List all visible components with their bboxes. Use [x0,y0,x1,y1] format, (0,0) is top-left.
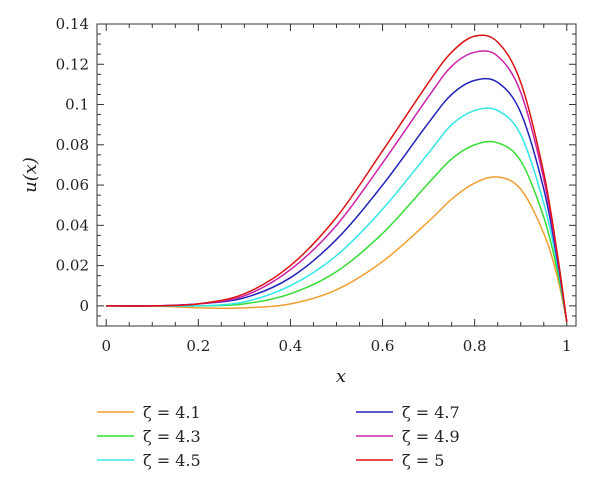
series-line-1 [106,176,568,323]
series-line-4 [106,77,568,323]
legend-label-5: ζ = 4.9 [402,427,460,446]
x-tick-label: 0.4 [279,337,303,355]
y-tick-label: 0 [79,297,89,315]
legend-label-3: ζ = 4.5 [143,451,201,470]
y-tick-label: 0.04 [56,216,89,234]
series-group [106,34,568,323]
y-tick-label: 0.12 [56,55,89,73]
legend-label-4: ζ = 4.7 [402,403,460,422]
plot-frame [96,23,577,327]
y-tick-label: 0.14 [56,15,89,33]
y-tick-label: 0.08 [56,136,89,154]
tick-group: 0 0.2 0.4 0.6 0.8 1 0 0.02 0.04 0.06 0.08 0.1 0.12 0.… [56,15,576,355]
legend-label-1: ζ = 4.1 [143,403,201,422]
series-line-2 [106,140,568,323]
legend: ζ = 4.1 ζ = 4.3 ζ = 4.5 ζ = 4.7 ζ = 4.9 ζ = 5 [97,403,460,470]
series-line-6 [106,34,568,323]
y-tick-label: 0.1 [65,96,89,114]
x-tick-label: 0.8 [463,337,487,355]
y-axis-label: u(x) [20,157,41,193]
x-tick-label: 0.2 [186,337,210,355]
series-line-5 [106,50,568,323]
x-tick-label: 0 [101,337,111,355]
y-tick-label: 0.06 [56,176,89,194]
legend-label-2: ζ = 4.3 [143,427,201,446]
x-axis-label: x [336,366,346,387]
x-tick-label: 1 [562,337,572,355]
y-tick-label: 0.02 [56,257,89,275]
legend-label-6: ζ = 5 [402,451,444,470]
x-tick-label: 0.6 [371,337,395,355]
series-line-3 [106,107,568,323]
